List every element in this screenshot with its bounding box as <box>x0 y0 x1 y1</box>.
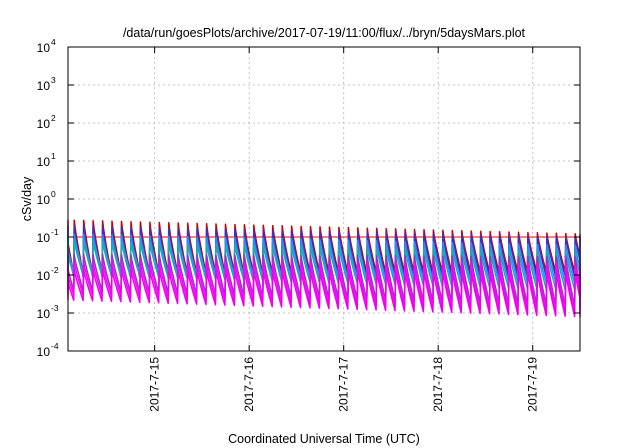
x-tick-label: 2017-7-16 <box>242 357 256 412</box>
y-tick-exponent: 2 <box>51 113 56 123</box>
y-tick-base: 10 <box>37 193 51 207</box>
series-layer <box>67 219 581 318</box>
chart-title: /data/run/goesPlots/archive/2017-07-19/1… <box>123 26 526 40</box>
y-tick-base: 10 <box>37 41 51 55</box>
y-tick-exponent: -3 <box>51 303 59 313</box>
y-tick-base: 10 <box>37 269 51 283</box>
y-tick-base: 10 <box>37 345 51 359</box>
y-tick-label: 10 <box>37 41 51 55</box>
x-tick-label: 2017-7-18 <box>431 357 445 412</box>
y-tick-exponent: 4 <box>51 37 56 47</box>
series-line-7 <box>67 268 581 318</box>
x-tick-label: 2017-7-17 <box>337 357 351 412</box>
y-tick-exponent: 3 <box>51 75 56 85</box>
y-tick-base: 10 <box>37 231 51 245</box>
y-tick-exponent: -4 <box>51 341 59 351</box>
y-tick-exponent: -2 <box>51 265 59 275</box>
x-tick-label: 2017-7-19 <box>526 357 540 412</box>
y-tick-label: 10 <box>37 155 51 169</box>
y-tick-label: 10 <box>37 79 51 93</box>
y-tick-base: 10 <box>37 155 51 169</box>
x-tick-label: 2017-7-15 <box>148 357 162 412</box>
y-tick-exponent: 1 <box>51 151 56 161</box>
y-tick-label: 10 <box>37 345 51 359</box>
y-tick-base: 10 <box>37 117 51 131</box>
y-tick-exponent: -1 <box>51 227 59 237</box>
y-axis-label: cSv/day <box>20 176 34 221</box>
y-tick-label: 10 <box>37 117 51 131</box>
y-tick-base: 10 <box>37 307 51 321</box>
y-tick-label: 10 <box>37 307 51 321</box>
y-tick-label: 10 <box>37 269 51 283</box>
y-tick-exponent: 0 <box>51 189 56 199</box>
x-axis-label: Coordinated Universal Time (UTC) <box>228 432 420 446</box>
y-tick-label: 10 <box>37 193 51 207</box>
grid-layer <box>68 47 580 351</box>
y-tick-label: 10 <box>37 231 51 245</box>
y-tick-base: 10 <box>37 79 51 93</box>
